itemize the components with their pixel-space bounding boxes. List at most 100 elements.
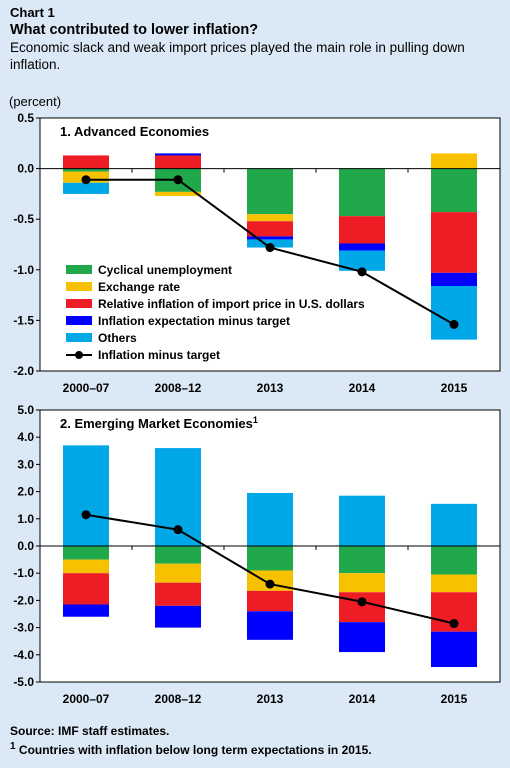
y-tick-label: -3.0: [13, 621, 34, 635]
bar-inflation-expectation-minus-target: [431, 631, 477, 668]
bar-others: [63, 445, 109, 546]
y-tick-label: -1.5: [13, 313, 34, 327]
bar-cyclical-unemployment: [247, 168, 293, 215]
legend-label: Cyclical unemployment: [98, 263, 232, 277]
y-tick-label: -2.0: [13, 364, 34, 378]
chart-figure: 0.5 0.0 -0.5 -1.0 -1.5 -2.0 2000–07 2008–12 2013…: [13, 111, 501, 706]
bar-inflation-expectation-minus-target: [155, 605, 201, 628]
legend-swatch-exchange-rate: [66, 282, 92, 291]
panel-title: 1. Advanced Economies: [60, 124, 209, 139]
legend-swatch-others: [66, 333, 92, 342]
line-marker: [265, 243, 275, 253]
y-tick-label: 2.0: [17, 485, 34, 499]
bar-exchange-rate: [155, 191, 201, 196]
legend-swatch-cyclical-unemployment: [66, 265, 92, 274]
x-tick-label: 2008–12: [155, 381, 202, 395]
bar-relative-inflation-of-import-price-in-u-s-dollars: [63, 573, 109, 605]
line-marker: [81, 175, 91, 185]
y-tick-label: -5.0: [13, 675, 34, 689]
y-tick-label: 0.0: [17, 162, 34, 176]
bar-relative-inflation-of-import-price-in-u-s-dollars: [431, 212, 477, 273]
y-tick-label: 1.0: [17, 512, 34, 526]
y-tick-label: -1.0: [13, 566, 34, 580]
x-tick-label: 2000–07: [63, 381, 110, 395]
chart-header: Chart 1 What contributed to lower inflat…: [10, 5, 505, 73]
bar-inflation-expectation-minus-target: [155, 153, 201, 156]
chart-subtitle: Economic slack and weak import prices pl…: [10, 40, 465, 72]
bar-inflation-expectation-minus-target: [247, 611, 293, 640]
bar-inflation-expectation-minus-target: [339, 622, 385, 653]
bar-inflation-expectation-minus-target: [247, 236, 293, 240]
legend-label: Exchange rate: [98, 280, 180, 294]
panel-title: 2. Emerging Market Economies1: [60, 415, 258, 431]
y-tick-label: 4.0: [17, 430, 34, 444]
bar-cyclical-unemployment: [247, 546, 293, 571]
x-tick-label: 2000–07: [63, 692, 110, 706]
x-tick-label: 2014: [349, 692, 376, 706]
bar-relative-inflation-of-import-price-in-u-s-dollars: [339, 592, 385, 623]
legend-label: Inflation expectation minus target: [98, 314, 290, 328]
legend-swatch-relative-inflation-of-import-price-in-u-s-dollars: [66, 299, 92, 308]
y-tick-label: -1.0: [13, 263, 34, 277]
y-tick-label: -0.5: [13, 212, 34, 226]
legend-label: Inflation minus target: [98, 348, 220, 362]
y-tick-label: -2.0: [13, 593, 34, 607]
bar-exchange-rate: [339, 573, 385, 593]
chart-number: Chart 1: [10, 5, 55, 20]
x-tick-label: 2015: [441, 692, 468, 706]
legend-marker: [75, 351, 83, 359]
line-marker: [357, 597, 367, 607]
y-tick-label: 3.0: [17, 457, 34, 471]
y-tick-label: 0.0: [17, 539, 34, 553]
footnote-marker: 1: [10, 741, 16, 752]
panel-title-superscript: 1: [253, 415, 258, 425]
bar-inflation-expectation-minus-target: [431, 272, 477, 286]
bar-relative-inflation-of-import-price-in-u-s-dollars: [155, 582, 201, 606]
bar-others: [431, 503, 477, 546]
source-note: Source: IMF staff estimates.: [10, 724, 170, 738]
unit-label: (percent): [9, 94, 62, 109]
bar-relative-inflation-of-import-price-in-u-s-dollars: [155, 155, 201, 169]
bar-exchange-rate: [247, 214, 293, 222]
line-marker: [357, 267, 367, 277]
bar-exchange-rate: [431, 153, 477, 169]
bar-cyclical-unemployment: [339, 168, 385, 217]
bar-exchange-rate: [63, 559, 109, 574]
x-tick-label: 2013: [257, 381, 284, 395]
line-marker: [449, 619, 459, 629]
y-tick-label: 0.5: [17, 111, 34, 125]
line-marker: [173, 525, 183, 535]
bar-exchange-rate: [155, 563, 201, 583]
x-tick-label: 2014: [349, 381, 376, 395]
x-tick-label: 2015: [441, 381, 468, 395]
bar-cyclical-unemployment: [431, 546, 477, 575]
bar-cyclical-unemployment: [155, 546, 201, 564]
bar-relative-inflation-of-import-price-in-u-s-dollars: [63, 155, 109, 169]
y-tick-label: 5.0: [17, 403, 34, 417]
footnotes: Source: IMF staff estimates. 1 Countries…: [10, 723, 372, 758]
bar-relative-inflation-of-import-price-in-u-s-dollars: [247, 590, 293, 612]
bar-inflation-expectation-minus-target: [63, 604, 109, 617]
legend-label: Relative inflation of import price in U.…: [98, 297, 365, 311]
bar-others: [247, 492, 293, 546]
footnote-1: 1 Countries with inflation below long te…: [10, 739, 372, 758]
chart-title: What contributed to lower inflation?: [10, 22, 259, 38]
y-tick-label: -4.0: [13, 648, 34, 662]
bar-relative-inflation-of-import-price-in-u-s-dollars: [247, 221, 293, 237]
x-tick-label: 2013: [257, 692, 284, 706]
line-marker: [173, 175, 183, 185]
bar-others: [339, 495, 385, 546]
line-marker: [265, 579, 275, 589]
bar-others: [339, 250, 385, 271]
legend-label: Others: [98, 331, 137, 345]
line-marker: [449, 319, 459, 329]
bar-others: [63, 182, 109, 194]
line-marker: [81, 510, 91, 520]
legend-swatch-inflation-expectation-minus-target: [66, 316, 92, 325]
x-tick-label: 2008–12: [155, 692, 202, 706]
bar-cyclical-unemployment: [63, 546, 109, 560]
bar-cyclical-unemployment: [339, 546, 385, 574]
bar-others: [431, 285, 477, 340]
bar-exchange-rate: [431, 574, 477, 593]
bar-relative-inflation-of-import-price-in-u-s-dollars: [339, 216, 385, 244]
